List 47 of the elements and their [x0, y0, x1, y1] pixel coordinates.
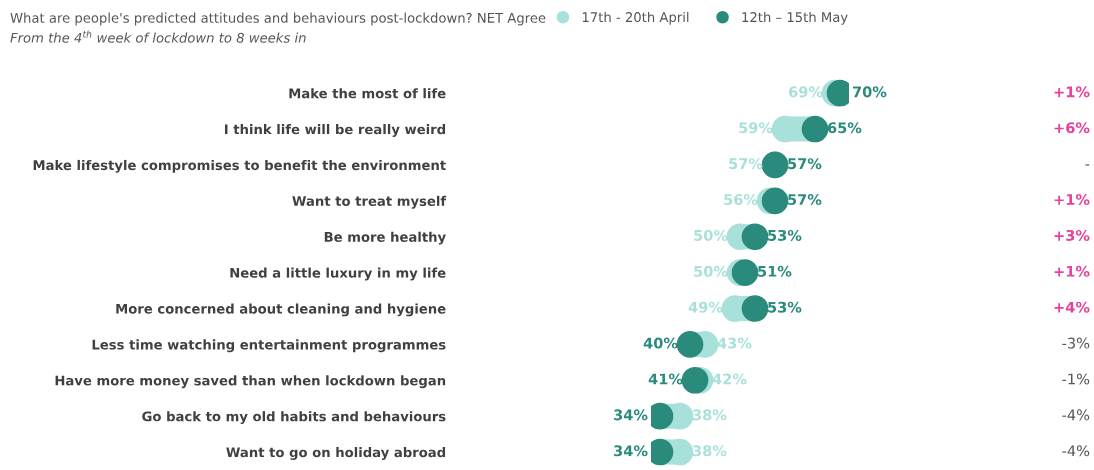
data-label: 42% [712, 373, 747, 385]
text: From the 4$^{th}$ week of lockdown to 8 weeks in [10, 30, 306, 43]
data-label: 59% [739, 122, 773, 134]
legend-label: 17th - 20th April [582, 11, 689, 25]
text: +1% [1054, 194, 1090, 206]
text: -4% [1062, 409, 1090, 421]
y-tick-label: I think life will be really weird [224, 124, 446, 137]
data-label: 53% [768, 229, 802, 241]
text: +4% [1054, 301, 1090, 313]
data-label: 34% [614, 409, 648, 421]
data-label: 41% [648, 373, 683, 385]
data-label: 50% [694, 265, 728, 277]
y-tick-label: Go back to my old habits and behaviours [142, 411, 446, 425]
data-label: 50% [694, 229, 728, 241]
y-tick-label: Make the most of life [289, 88, 446, 99]
data-label: 38% [692, 445, 727, 457]
data-label: 40% [643, 337, 678, 349]
data-label: 43% [717, 337, 752, 349]
data-label: 57% [788, 158, 822, 170]
data-label: 56% [724, 194, 758, 206]
y-tick-label: More concerned about cleaning and hygiene [116, 303, 446, 317]
data-label: 57% [788, 194, 822, 206]
text: What are people's predicted attitudes and behaviours post-lockdown? NET Agree [10, 12, 546, 26]
y-tick-label: Need a little luxury in my life [230, 267, 446, 281]
text: - [1085, 164, 1090, 166]
data-label: 34% [614, 445, 648, 457]
text: -4% [1062, 445, 1090, 457]
y-tick-label: Make lifestyle compromises to benefit the environment [33, 159, 446, 173]
y-tick-label: Less time watching entertainment programmes [92, 339, 446, 353]
y-tick-label: Want to go on holiday abroad [226, 447, 446, 460]
data-label: 49% [688, 301, 723, 313]
text: +1% [1054, 86, 1090, 98]
y-tick-label: Want to treat myself [292, 195, 447, 209]
text: +6% [1054, 122, 1090, 134]
data-label: 38% [692, 409, 727, 421]
data-label: 51% [758, 265, 792, 277]
text: -3% [1062, 337, 1090, 349]
text: +3% [1054, 229, 1090, 241]
y-tick-label: Have more money saved than when lockdown began [55, 375, 446, 389]
text: +1% [1054, 265, 1090, 277]
data-label: 65% [827, 122, 862, 134]
data-label: 70% [852, 86, 887, 98]
data-label: 53% [768, 301, 802, 313]
legend-label: 12th – 15th May [742, 11, 848, 25]
y-tick-label: Be more healthy [324, 231, 446, 245]
text: -1% [1062, 373, 1090, 385]
data-label: 69% [789, 86, 823, 98]
